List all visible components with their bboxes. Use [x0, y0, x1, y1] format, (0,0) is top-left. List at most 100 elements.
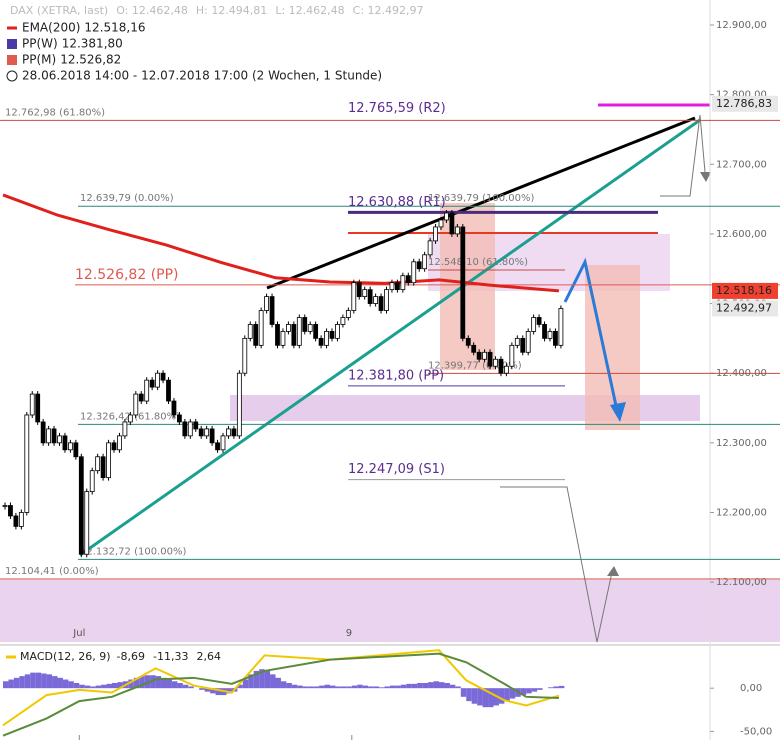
candle: [73, 442, 79, 458]
histogram-bar: [35, 672, 42, 689]
candle: [356, 282, 362, 297]
candle: [242, 337, 248, 374]
histogram-bar: [455, 686, 461, 689]
histogram-bar: [41, 673, 47, 689]
histogram-bar: [13, 677, 20, 689]
ema-line: [2, 193, 560, 293]
histogram-bar: [275, 677, 281, 689]
candle: [367, 289, 373, 304]
candle: [476, 351, 482, 360]
y-tick-label: 12.100,00: [716, 577, 767, 588]
histogram-bar: [319, 685, 325, 689]
legend-value: 12.518,16: [84, 21, 145, 35]
histogram-bar: [330, 685, 336, 689]
histogram-bar: [46, 674, 53, 689]
candle: [264, 296, 270, 311]
candle: [362, 289, 368, 297]
x-tick-label: 9: [346, 628, 352, 639]
level-label: 12.399,77 (0.00%): [428, 360, 522, 371]
histogram-bar: [84, 685, 91, 689]
clock-icon: [6, 70, 18, 82]
histogram-bar: [106, 683, 112, 689]
histogram-bar: [400, 684, 407, 689]
histogram-bar: [226, 688, 232, 694]
legend-name: PP(M): [22, 53, 56, 67]
histogram-bar: [297, 685, 303, 689]
candle: [155, 372, 161, 388]
x-tick-label: Jul: [72, 628, 85, 639]
candle: [226, 428, 231, 437]
candle: [106, 442, 111, 479]
candle: [2, 505, 8, 507]
header-text: DAX (XETRA, last): [10, 4, 108, 17]
histogram-bar: [346, 686, 352, 689]
candle: [291, 324, 297, 346]
candle: [231, 428, 237, 437]
candle: [460, 226, 466, 339]
histogram-bar: [270, 674, 276, 689]
candle: [329, 331, 335, 339]
level-label: 12.765,59 (R2): [348, 101, 446, 116]
candle: [427, 240, 433, 256]
histogram-bar: [362, 685, 369, 689]
candle: [220, 435, 226, 451]
histogram-bar: [340, 686, 347, 689]
histogram-bar: [3, 681, 9, 689]
candle: [536, 317, 542, 325]
histogram-bar: [242, 679, 249, 689]
candle: [449, 212, 455, 235]
candle: [253, 324, 259, 346]
macd-title: MACD(12, 26, 9): [20, 650, 111, 663]
macd-readout: -11,33: [153, 650, 188, 663]
candle: [444, 212, 449, 221]
candle: [51, 428, 57, 444]
histogram-bar: [128, 679, 134, 689]
y-tick-label: 12.900,00: [716, 20, 767, 31]
candle: [57, 435, 62, 444]
candle: [558, 308, 564, 346]
y-tick-label: 12.300,00: [716, 438, 767, 449]
level-label: 12.526,82 (PP): [75, 267, 179, 283]
candle: [394, 282, 400, 291]
candle: [416, 261, 422, 270]
candle: [215, 442, 220, 451]
candle: [280, 331, 286, 346]
histogram-bar: [433, 681, 439, 689]
histogram-bar: [52, 676, 58, 689]
candle: [498, 358, 504, 374]
histogram-bar: [253, 670, 260, 689]
header-text: H: 12.494,81: [196, 4, 267, 17]
candle: [149, 379, 155, 388]
zone: [585, 265, 640, 430]
candle: [542, 324, 547, 339]
candle: [111, 442, 117, 451]
histogram-bar: [335, 686, 341, 689]
histogram-bar: [422, 683, 429, 689]
arrow: [563, 257, 620, 416]
candle: [313, 324, 319, 339]
histogram-bar: [62, 679, 69, 689]
histogram-bar: [509, 688, 516, 699]
macd-line: [2, 649, 560, 727]
candle: [520, 337, 526, 353]
histogram-bar: [286, 683, 292, 689]
histogram-bar: [389, 685, 396, 689]
candle: [405, 275, 411, 284]
price-tag-label: 12.518,16: [716, 284, 772, 297]
trend-line: [79, 118, 701, 557]
histogram-bar: [177, 683, 183, 689]
candle: [307, 324, 313, 332]
histogram-bar: [553, 686, 559, 689]
histogram-bar: [558, 685, 565, 689]
candle: [318, 337, 324, 346]
candle: [187, 421, 193, 437]
histogram-bar: [79, 684, 85, 689]
candle: [122, 421, 128, 437]
candle: [68, 442, 73, 451]
candle: [335, 324, 340, 339]
candle: [482, 351, 488, 360]
y-tick-label: 12.700,00: [716, 159, 767, 170]
histogram-bar: [531, 688, 538, 692]
histogram-bar: [30, 672, 36, 689]
histogram-bar: [199, 688, 205, 690]
